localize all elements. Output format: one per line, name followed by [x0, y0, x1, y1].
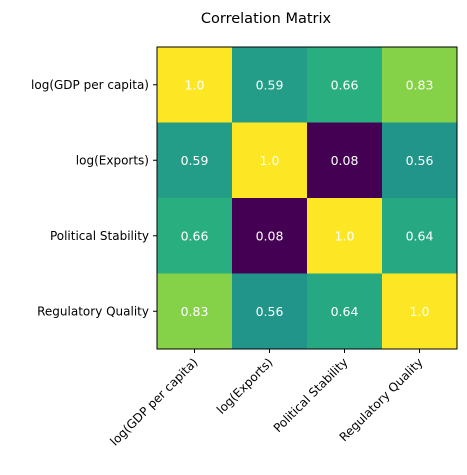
cell-value-label: 1.0: [335, 228, 355, 243]
heatmap-cell: [232, 273, 308, 350]
x-tick-label: Regulatory Quality: [337, 355, 426, 444]
heatmap-cell: [382, 47, 458, 123]
heatmap-cell: [157, 47, 233, 123]
y-tick-label: Political Stability: [50, 229, 149, 243]
y-tick-label: log(Exports): [76, 153, 149, 167]
y-axis: log(GDP per capita) log(Exports) Political…: [31, 78, 157, 318]
cell-value-label: 1.0: [185, 77, 205, 92]
heatmap-cell: [157, 198, 233, 274]
heatmap-cell: [307, 47, 383, 123]
heatmap-cell: [232, 47, 308, 123]
chart-title: Correlation Matrix: [201, 11, 332, 27]
cell-value-label: 0.08: [256, 228, 284, 243]
heatmap-cell: [157, 122, 233, 199]
cell-value-label: 1.0: [260, 153, 280, 168]
cell-value-label: 0.64: [331, 304, 359, 319]
x-tick-label: log(Exports): [214, 355, 276, 417]
x-tick-label: log(GDP per capita): [107, 355, 200, 448]
cell-value-label: 0.66: [331, 77, 359, 92]
cell-value-label: 0.56: [406, 153, 434, 168]
heatmap-cells: 1.0 0.59 0.66 0.83 0.59 1.0 0.08 0.56 0.66 0.08 1.…: [157, 47, 458, 350]
cell-value-label: 0.83: [406, 77, 434, 92]
cell-value-label: 1.0: [410, 304, 430, 319]
y-tick-label: Regulatory Quality: [37, 304, 149, 318]
heatmap-cell: [382, 198, 458, 274]
cell-value-label: 0.64: [406, 228, 434, 243]
heatmap-cell: [232, 122, 308, 199]
cell-value-label: 0.56: [256, 304, 284, 319]
y-tick-label: log(GDP per capita): [31, 78, 149, 92]
heatmap-cell: [232, 198, 308, 274]
heatmap-cell: [307, 122, 383, 199]
heatmap-cell: [382, 273, 458, 350]
x-axis: log(GDP per capita) log(Exports)Political…: [107, 349, 426, 449]
x-tick-label: Political Stability: [271, 355, 351, 435]
heatmap-cell: [157, 273, 233, 350]
plot-frame: [156, 46, 458, 350]
heatmap-cell: [382, 122, 458, 199]
heatmap-cell: [307, 198, 383, 274]
heatmap-cell: [307, 273, 383, 350]
cell-value-label: 0.66: [181, 228, 209, 243]
cell-value-label: 0.08: [331, 153, 359, 168]
cell-value-label: 0.59: [181, 153, 209, 168]
cell-value-label: 0.59: [256, 77, 284, 92]
cell-value-label: 0.83: [181, 304, 209, 319]
